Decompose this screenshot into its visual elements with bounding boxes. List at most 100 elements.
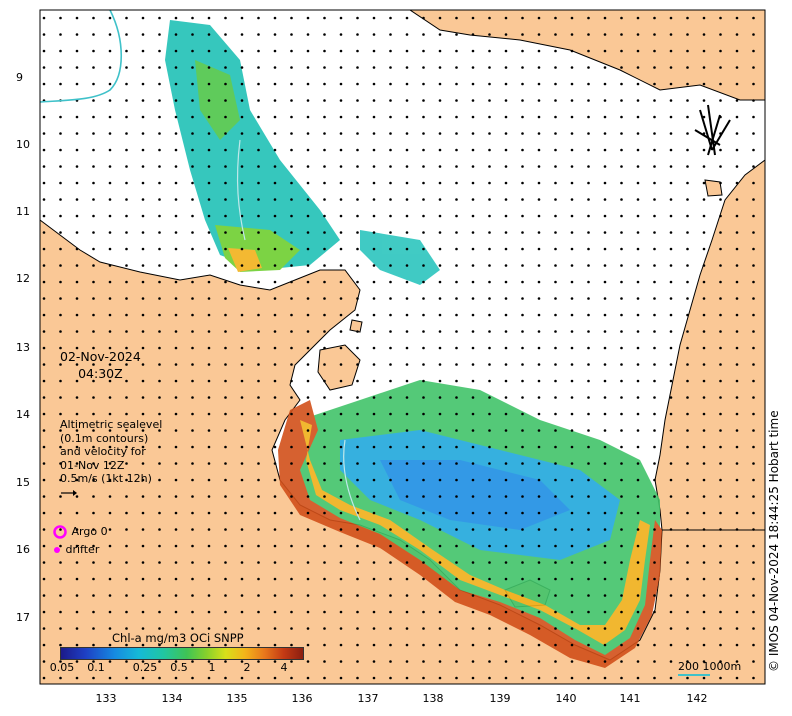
velocity-arrow bbox=[207, 396, 211, 399]
velocity-arrow bbox=[290, 412, 293, 416]
velocity-arrow bbox=[422, 445, 425, 449]
velocity-arrow bbox=[207, 462, 211, 465]
velocity-arrow bbox=[702, 330, 706, 333]
velocity-arrow bbox=[521, 379, 524, 383]
velocity-arrow bbox=[686, 363, 689, 366]
velocity-arrow bbox=[191, 33, 194, 36]
velocity-arrow bbox=[323, 231, 326, 234]
velocity-arrow bbox=[471, 297, 475, 300]
velocity-arrow bbox=[554, 231, 557, 234]
velocity-arrow bbox=[554, 33, 557, 36]
velocity-arrow bbox=[257, 99, 260, 102]
velocity-arrow bbox=[92, 544, 95, 548]
velocity-arrow bbox=[438, 495, 442, 498]
velocity-arrow bbox=[620, 297, 623, 300]
velocity-arrow bbox=[422, 66, 425, 69]
velocity-arrow bbox=[191, 429, 194, 432]
velocity-arrow bbox=[92, 297, 95, 300]
velocity-arrow bbox=[735, 462, 739, 465]
velocity-arrow bbox=[488, 363, 491, 366]
velocity-arrow bbox=[636, 313, 640, 317]
velocity-arrow bbox=[339, 594, 343, 597]
velocity-arrow bbox=[653, 577, 656, 581]
velocity-arrow bbox=[240, 363, 244, 366]
velocity-arrow bbox=[587, 544, 590, 548]
velocity-arrow bbox=[141, 676, 145, 680]
velocity-arrow bbox=[191, 247, 194, 251]
velocity-arrow bbox=[356, 66, 359, 69]
velocity-arrow bbox=[587, 264, 590, 267]
velocity-arrow bbox=[504, 478, 508, 482]
velocity-arrow bbox=[108, 495, 112, 498]
velocity-arrow bbox=[339, 247, 343, 251]
velocity-arrow bbox=[75, 379, 79, 383]
velocity-arrow bbox=[603, 429, 607, 432]
velocity-arrow bbox=[273, 181, 277, 185]
velocity-arrow bbox=[372, 528, 376, 531]
velocity-arrow bbox=[455, 478, 458, 482]
velocity-arrow bbox=[42, 214, 46, 218]
velocity-arrow bbox=[174, 363, 178, 366]
velocity-arrow bbox=[141, 115, 145, 119]
velocity-arrow bbox=[389, 264, 392, 267]
velocity-arrow bbox=[339, 412, 343, 416]
velocity-arrow bbox=[653, 148, 656, 152]
velocity-arrow bbox=[570, 495, 574, 498]
velocity-arrow bbox=[702, 544, 706, 548]
velocity-arrow bbox=[735, 82, 739, 86]
velocity-arrow bbox=[653, 99, 656, 102]
velocity-arrow bbox=[471, 346, 475, 350]
velocity-arrow bbox=[521, 165, 524, 168]
velocity-arrow bbox=[504, 66, 508, 69]
velocity-arrow bbox=[405, 49, 409, 53]
velocity-arrow bbox=[686, 643, 689, 647]
velocity-arrow bbox=[339, 528, 343, 531]
velocity-arrow bbox=[521, 198, 524, 201]
velocity-arrow bbox=[587, 115, 590, 119]
velocity-arrow bbox=[752, 297, 755, 300]
velocity-arrow bbox=[389, 115, 392, 119]
velocity-arrow bbox=[158, 346, 161, 350]
velocity-arrow bbox=[653, 396, 656, 399]
velocity-arrow bbox=[389, 181, 392, 185]
velocity-arrow bbox=[554, 115, 557, 119]
velocity-arrow bbox=[240, 346, 244, 350]
velocity-arrow bbox=[224, 313, 227, 317]
velocity-arrow bbox=[719, 429, 722, 432]
velocity-arrow bbox=[224, 627, 227, 630]
velocity-arrow bbox=[290, 528, 293, 531]
velocity-arrow bbox=[422, 594, 425, 597]
velocity-arrow bbox=[75, 66, 79, 69]
velocity-arrow bbox=[290, 561, 293, 564]
velocity-arrow bbox=[389, 247, 392, 251]
velocity-arrow bbox=[323, 330, 326, 333]
velocity-arrow bbox=[125, 313, 128, 317]
velocity-arrow bbox=[455, 511, 458, 515]
velocity-arrow bbox=[405, 396, 409, 399]
velocity-arrow bbox=[537, 627, 541, 630]
velocity-arrow bbox=[240, 247, 244, 251]
velocity-arrow bbox=[587, 165, 590, 168]
velocity-arrow bbox=[603, 264, 607, 267]
velocity-arrow bbox=[191, 577, 194, 581]
velocity-arrow bbox=[488, 264, 491, 267]
velocity-arrow bbox=[735, 280, 739, 284]
velocity-arrow bbox=[356, 330, 359, 333]
velocity-arrow bbox=[389, 594, 392, 597]
velocity-arrow bbox=[191, 676, 194, 680]
velocity-arrow bbox=[554, 66, 557, 69]
velocity-arrow bbox=[455, 676, 458, 680]
velocity-arrow bbox=[438, 511, 442, 515]
velocity-arrow bbox=[389, 462, 392, 465]
velocity-arrow bbox=[471, 214, 475, 218]
velocity-arrow bbox=[141, 214, 145, 218]
velocity-arrow bbox=[587, 313, 590, 317]
velocity-arrow bbox=[570, 660, 574, 663]
velocity-arrow bbox=[273, 610, 277, 614]
velocity-arrow bbox=[735, 528, 739, 531]
velocity-arrow bbox=[653, 115, 656, 119]
velocity-arrow bbox=[339, 429, 343, 432]
velocity-arrow bbox=[306, 643, 310, 647]
velocity-arrow bbox=[686, 132, 689, 135]
